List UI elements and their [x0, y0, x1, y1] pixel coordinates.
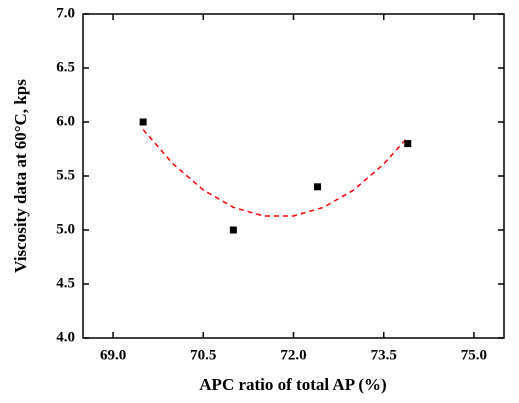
- y-tick-label: 6.5: [56, 59, 75, 75]
- y-tick-label: 5.5: [56, 167, 75, 183]
- x-tick-label: 73.5: [371, 347, 397, 363]
- y-tick-label: 7.0: [56, 5, 75, 21]
- data-point: [314, 183, 322, 191]
- data-point: [404, 140, 412, 148]
- x-tick-label: 75.0: [461, 347, 487, 363]
- y-tick-label: 6.0: [56, 113, 75, 129]
- x-tick-label: 70.5: [190, 347, 216, 363]
- data-point: [139, 118, 147, 126]
- x-tick-label: 69.0: [100, 347, 126, 363]
- y-axis-label: Viscosity data at 60°C, kps: [11, 79, 30, 273]
- y-tick-label: 4.5: [56, 275, 75, 291]
- fit-curve: [142, 129, 409, 217]
- y-tick-label: 4.0: [56, 329, 75, 345]
- data-point: [229, 226, 237, 234]
- y-tick-label: 5.0: [56, 221, 75, 237]
- x-tick-label: 72.0: [280, 347, 306, 363]
- x-axis-label: APC ratio of total AP (%): [199, 375, 386, 394]
- plot-frame: [82, 13, 505, 339]
